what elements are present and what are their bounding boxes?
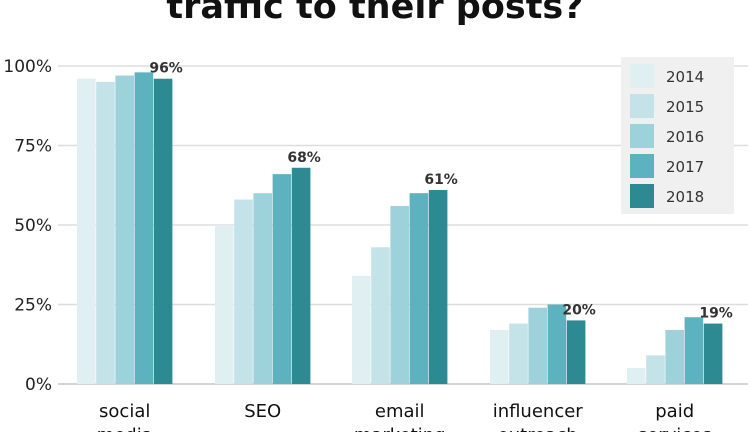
bar bbox=[390, 205, 409, 384]
x-category-label: outreach bbox=[498, 425, 578, 432]
bar bbox=[684, 317, 704, 384]
bar bbox=[490, 329, 509, 384]
bar bbox=[352, 275, 371, 384]
data-labels: 96% 68% 61% 20% 19% bbox=[149, 61, 733, 322]
bar bbox=[134, 72, 154, 385]
x-category-label: influencer bbox=[493, 401, 584, 422]
bar bbox=[253, 193, 272, 384]
data-label: 68% bbox=[287, 150, 321, 166]
y-tick-label: 100% bbox=[3, 57, 52, 77]
x-category-label: paid bbox=[655, 401, 694, 422]
bar bbox=[703, 323, 723, 384]
legend: 2014 2015 2016 2017 2018 bbox=[621, 57, 734, 214]
data-label: 96% bbox=[149, 61, 183, 77]
x-category-label: marketing bbox=[354, 425, 446, 432]
bar bbox=[77, 78, 96, 384]
bar bbox=[665, 329, 684, 384]
legend-swatch bbox=[630, 64, 654, 88]
bar bbox=[627, 368, 646, 384]
bars bbox=[77, 72, 723, 385]
y-axis: 0% 25% 50% 75% 100% bbox=[3, 57, 52, 395]
y-tick-label: 50% bbox=[14, 216, 52, 236]
legend-swatch bbox=[630, 154, 654, 178]
bar bbox=[509, 323, 528, 384]
legend-label: 2017 bbox=[666, 158, 704, 176]
data-label: 61% bbox=[424, 172, 458, 188]
bar bbox=[566, 320, 586, 384]
data-label: 19% bbox=[699, 306, 733, 322]
x-category-label: email bbox=[375, 401, 425, 422]
legend-label: 2018 bbox=[666, 188, 704, 206]
x-category-label: services bbox=[638, 425, 712, 432]
data-label: 20% bbox=[562, 302, 596, 318]
bar bbox=[215, 225, 234, 384]
y-tick-label: 25% bbox=[14, 296, 52, 316]
legend-swatch bbox=[630, 94, 654, 118]
bar bbox=[115, 75, 134, 384]
legend-label: 2015 bbox=[666, 98, 704, 116]
bar bbox=[96, 81, 115, 385]
bar bbox=[272, 174, 292, 384]
legend-swatch bbox=[630, 184, 654, 208]
bar bbox=[409, 193, 429, 384]
y-tick-label: 0% bbox=[25, 375, 52, 395]
bar bbox=[291, 167, 311, 384]
x-category-label: media bbox=[97, 425, 153, 432]
legend-swatch bbox=[630, 124, 654, 148]
bar bbox=[428, 190, 448, 384]
y-tick-label: 75% bbox=[14, 137, 52, 157]
x-category-label: social bbox=[99, 401, 150, 422]
chart-title: traffic to their posts? bbox=[166, 0, 583, 27]
x-category-label: SEO bbox=[244, 401, 281, 422]
bar bbox=[646, 355, 665, 384]
bar bbox=[371, 247, 390, 384]
bar bbox=[528, 307, 547, 384]
bar bbox=[547, 304, 567, 384]
legend-label: 2014 bbox=[666, 68, 704, 86]
legend-label: 2016 bbox=[666, 128, 704, 146]
bar bbox=[153, 78, 173, 384]
bar bbox=[234, 199, 253, 384]
x-axis: social media SEO email marketing influencer ou… bbox=[97, 401, 712, 432]
